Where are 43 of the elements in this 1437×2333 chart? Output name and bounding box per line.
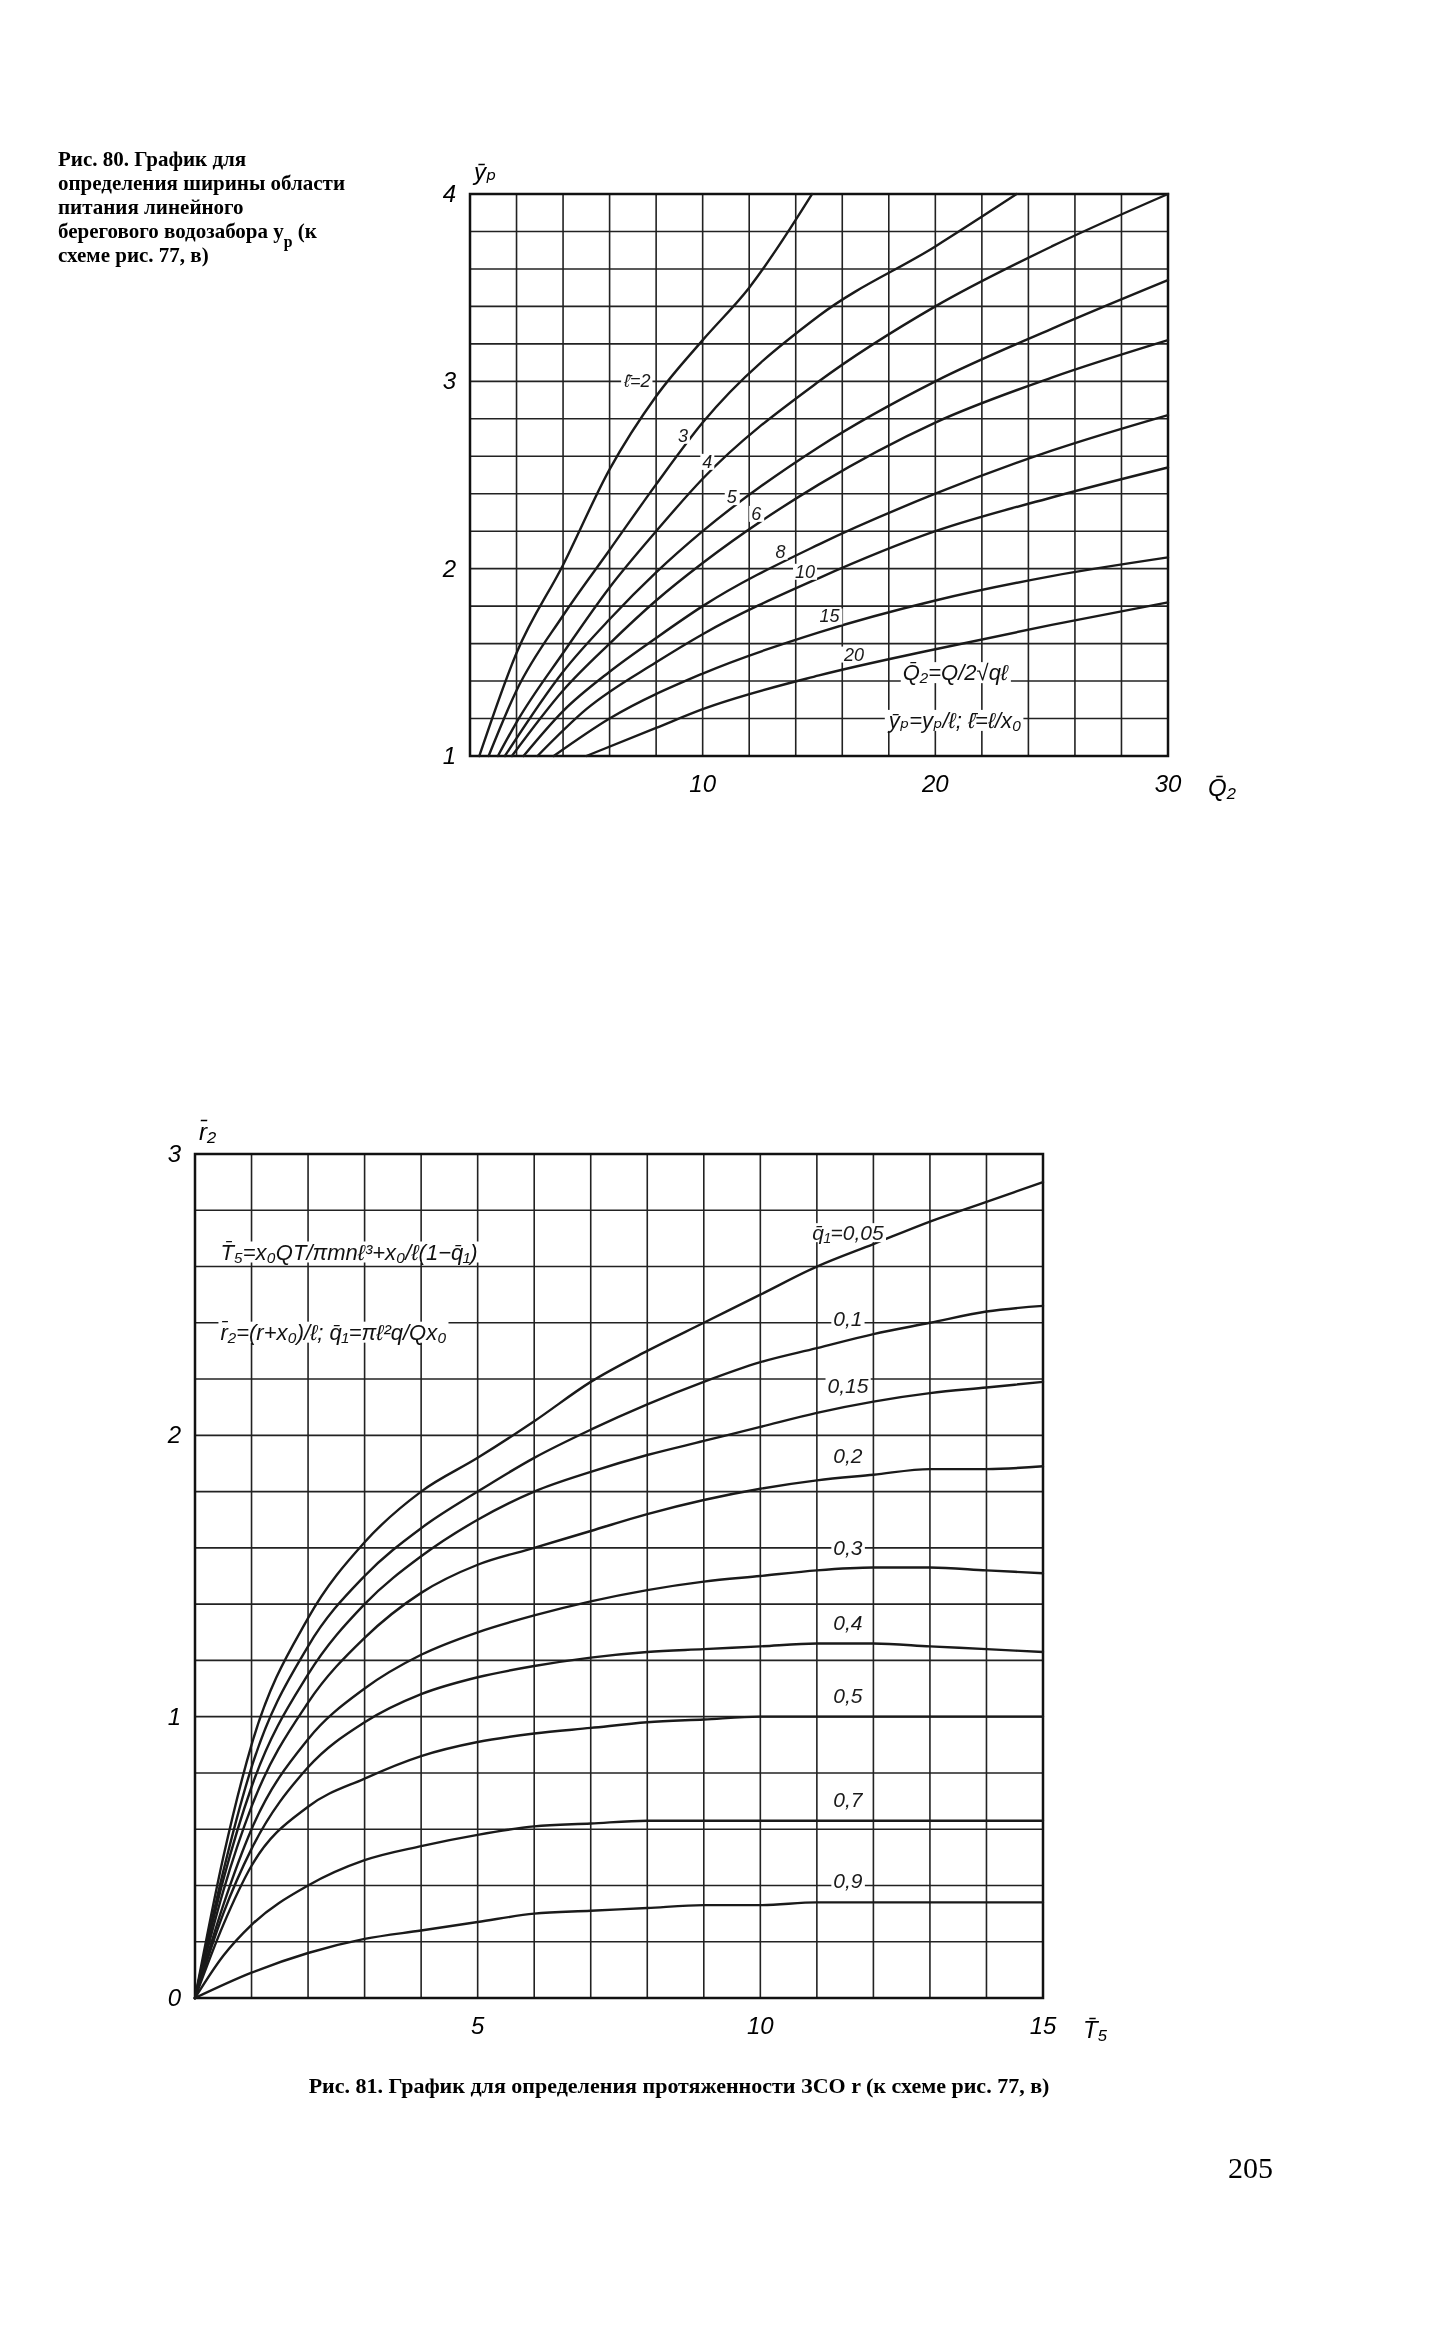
y-tick-label: 4 (442, 180, 456, 207)
y-axis-title: r̄₂ (199, 1118, 217, 1145)
series-label: 20 (842, 644, 864, 665)
series-label: 5 (726, 487, 738, 508)
y-tick-label: 0 (167, 1984, 182, 2011)
x-axis-title: T̄₅ (1083, 2016, 1108, 2043)
series-label: 0,3 (833, 1535, 863, 1559)
series-label: 0,15 (827, 1373, 869, 1397)
series-label: 0,4 (833, 1610, 863, 1634)
series-label: 0,9 (833, 1869, 863, 1893)
y-tick-label: 1 (167, 1702, 181, 1730)
series-label: 6 (751, 503, 763, 524)
annotation: T̄₅=x₀QT/πmnℓ³+x₀/ℓ(1−q̄₁) (220, 1239, 478, 1265)
y-tick-label: 2 (441, 554, 456, 582)
x-tick-label: 15 (1029, 2012, 1057, 2039)
x-tick-label: 20 (920, 770, 950, 797)
text: Рис. 81. График для определения протяженности ЗСО r (к схеме рис. 77, в) (308, 2073, 1050, 2098)
annotation: ȳₚ=yₚ/ℓ; ℓ̄=ℓ/x₀ (886, 707, 1022, 733)
series-label: ℓ̄=2 (623, 370, 651, 391)
x-tick-label: 10 (746, 2012, 775, 2039)
series-label: q̄₁=0,05 (812, 1221, 884, 1245)
text: 205 (1228, 2151, 1273, 2184)
series-label: 4 (702, 451, 713, 472)
annotation: r̄₂=(r+x₀)/ℓ; q̄₁=πℓ²q/Qx₀ (220, 1319, 447, 1345)
y-tick-label: 3 (167, 1140, 182, 1167)
series-label: 8 (775, 541, 786, 562)
x-tick-label: 30 (1154, 770, 1182, 797)
x-tick-label: 10 (689, 770, 717, 797)
series-label: 3 (677, 425, 688, 446)
y-tick-label: 3 (442, 367, 457, 395)
series-label: 0,2 (833, 1444, 863, 1468)
x-axis-title: Q̄₂ (1208, 774, 1236, 801)
series-label: 0,5 (833, 1683, 863, 1707)
annotation: Q̄₂=Q/2√qℓ (902, 660, 1009, 686)
x-tick-label: 5 (470, 2012, 485, 2039)
series-label: 0,1 (833, 1307, 863, 1331)
series-label: 15 (819, 606, 841, 627)
series-label: 0,7 (833, 1787, 864, 1811)
y-axis-title: ȳₚ (472, 158, 497, 185)
series-label: 10 (795, 561, 816, 582)
chart-title: Рис. 80. График для определения ширины области питания линейного берегового водозабора y$_{р}$ (к схеме рис. 77, в) (58, 147, 346, 267)
y-tick-label: 1 (442, 742, 456, 769)
y-tick-label: 2 (166, 1421, 181, 1449)
